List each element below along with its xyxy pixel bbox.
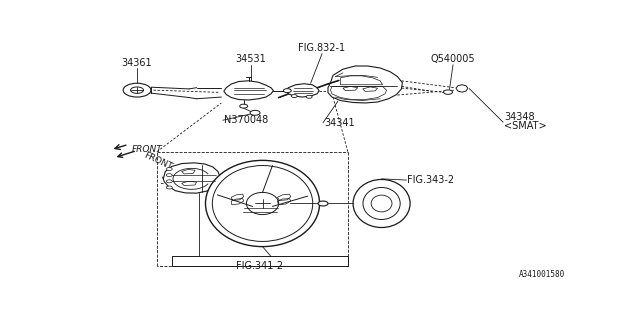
Circle shape — [291, 95, 297, 98]
Circle shape — [131, 87, 143, 93]
Text: 34361: 34361 — [122, 58, 152, 68]
Ellipse shape — [205, 160, 319, 247]
Circle shape — [240, 104, 248, 108]
Circle shape — [166, 180, 172, 183]
Text: Q540005: Q540005 — [431, 54, 476, 64]
Circle shape — [166, 186, 172, 189]
Ellipse shape — [363, 188, 400, 220]
Polygon shape — [456, 85, 468, 92]
Ellipse shape — [371, 195, 392, 212]
Ellipse shape — [353, 180, 410, 228]
Polygon shape — [224, 81, 273, 100]
Text: 34348: 34348 — [504, 112, 534, 122]
Ellipse shape — [246, 192, 278, 215]
Text: N370048: N370048 — [224, 115, 268, 125]
Text: A341001580: A341001580 — [519, 270, 565, 279]
Polygon shape — [286, 84, 319, 97]
Text: FIG.343-2: FIG.343-2 — [408, 175, 454, 185]
Text: FIG.341-2: FIG.341-2 — [237, 260, 284, 270]
Text: <SMAT>: <SMAT> — [504, 121, 547, 131]
Ellipse shape — [212, 165, 313, 241]
Circle shape — [166, 174, 172, 177]
Circle shape — [306, 95, 312, 98]
Circle shape — [444, 90, 452, 94]
Circle shape — [250, 110, 260, 115]
Text: 34531: 34531 — [236, 54, 266, 64]
Circle shape — [166, 167, 172, 171]
Text: FRONT: FRONT — [132, 145, 163, 154]
Polygon shape — [328, 66, 403, 103]
Circle shape — [284, 89, 291, 92]
Circle shape — [318, 201, 328, 206]
Text: 34341: 34341 — [324, 118, 355, 128]
Text: FIG.832-1: FIG.832-1 — [298, 43, 346, 53]
Text: FRONT: FRONT — [142, 151, 173, 172]
Circle shape — [123, 83, 151, 97]
Polygon shape — [163, 163, 220, 193]
